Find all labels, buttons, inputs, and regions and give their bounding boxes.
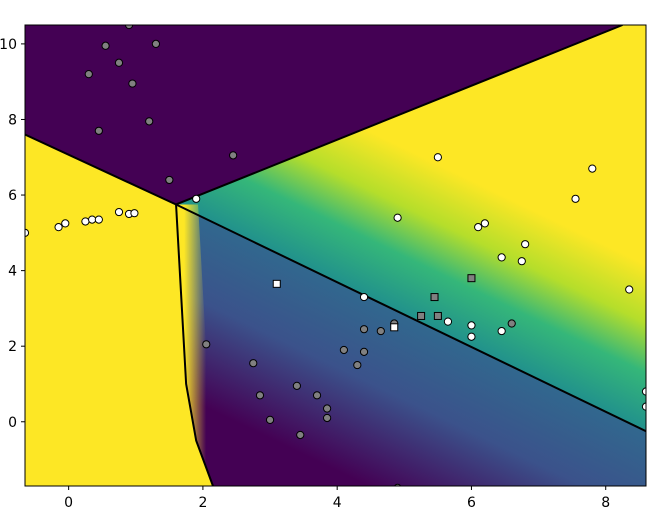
x-tick-label: 4 bbox=[333, 495, 342, 511]
x-axis: 0 2 4 6 8 bbox=[64, 486, 610, 511]
y-tick-label: 6 bbox=[8, 188, 17, 204]
circle-marker-gray bbox=[114, 58, 124, 67]
circle-marker-white bbox=[114, 207, 124, 217]
circle-marker-gray bbox=[359, 325, 369, 334]
circle-marker-white bbox=[588, 164, 597, 173]
square-marker-gray bbox=[430, 293, 439, 302]
x-tick-label: 0 bbox=[64, 495, 73, 511]
circle-marker-white bbox=[517, 257, 526, 266]
boundary-right-lower bbox=[175, 203, 646, 433]
circle-marker-gray bbox=[128, 79, 137, 88]
square-marker-gray bbox=[467, 274, 476, 283]
circle-marker-white bbox=[641, 402, 646, 411]
circle-marker-gray bbox=[339, 345, 348, 355]
circle-marker-white bbox=[54, 223, 63, 232]
circle-marker-white bbox=[359, 292, 369, 302]
boundary-left-upper bbox=[25, 133, 177, 206]
circle-marker-gray bbox=[165, 175, 174, 185]
boundary-left-lower bbox=[175, 204, 214, 486]
circle-marker-gray bbox=[312, 391, 322, 400]
circle-marker-white bbox=[61, 219, 70, 228]
plot-area bbox=[25, 25, 646, 486]
circle-marker-gray bbox=[265, 415, 275, 424]
decision-boundaries bbox=[25, 25, 646, 486]
circle-marker-white bbox=[497, 326, 506, 336]
circle-marker-white bbox=[474, 223, 483, 232]
y-axis: 0 2 4 6 8 10 bbox=[0, 37, 25, 431]
circle-marker-white bbox=[443, 317, 453, 326]
x-tick-label: 6 bbox=[467, 495, 476, 511]
circle-marker-gray bbox=[151, 39, 161, 48]
circle-marker-gray bbox=[296, 430, 305, 440]
circle-marker-gray bbox=[202, 340, 211, 349]
circle-marker-gray bbox=[249, 359, 258, 368]
y-tick-label: 0 bbox=[8, 415, 17, 431]
circle-marker-gray bbox=[94, 126, 103, 135]
circle-marker-gray bbox=[359, 347, 369, 356]
y-tick-label: 2 bbox=[8, 339, 17, 355]
y-tick-label: 4 bbox=[8, 264, 17, 280]
circle-marker-white bbox=[480, 219, 489, 228]
circle-marker-gray bbox=[292, 381, 301, 390]
scatter-points bbox=[25, 25, 646, 486]
circle-marker-white bbox=[88, 215, 97, 224]
circle-marker-gray bbox=[124, 25, 134, 30]
square-marker-gray bbox=[417, 311, 426, 320]
circle-marker-gray bbox=[323, 413, 332, 423]
region-lower bbox=[176, 204, 646, 486]
circle-marker-gray bbox=[229, 151, 238, 160]
circle-marker-gray bbox=[255, 391, 265, 400]
circle-marker-white bbox=[497, 253, 506, 262]
circle-marker-white bbox=[81, 217, 90, 226]
boundary-upper-right bbox=[175, 25, 623, 206]
circle-marker-gray bbox=[376, 326, 385, 336]
circle-marker-white bbox=[521, 240, 530, 249]
background-regions bbox=[25, 25, 646, 486]
circle-marker-gray bbox=[101, 41, 110, 50]
circle-marker-white bbox=[192, 194, 201, 203]
circle-marker-white bbox=[571, 194, 580, 203]
y-tick-label: 8 bbox=[8, 112, 17, 128]
circle-marker-white bbox=[625, 285, 634, 294]
circle-marker-white bbox=[641, 387, 646, 396]
circle-marker-gray bbox=[84, 70, 93, 79]
region-right bbox=[176, 25, 646, 432]
circle-marker-gray bbox=[353, 360, 362, 370]
y-tick-label: 10 bbox=[0, 37, 17, 53]
circle-marker-white bbox=[25, 228, 30, 237]
x-tick-label: 8 bbox=[601, 495, 610, 511]
circle-marker-gray bbox=[507, 319, 516, 328]
plot-frame bbox=[24, 24, 647, 487]
circle-marker-white bbox=[433, 153, 442, 162]
circle-marker-white bbox=[130, 209, 139, 218]
square-marker-gray bbox=[433, 311, 442, 320]
square-marker-white bbox=[390, 323, 399, 332]
circle-marker-white bbox=[94, 215, 103, 224]
circle-marker-gray bbox=[323, 404, 332, 413]
square-marker-white bbox=[272, 279, 281, 288]
circle-marker-white bbox=[467, 332, 476, 341]
circle-marker-white bbox=[393, 213, 402, 222]
circle-marker-gray bbox=[145, 117, 154, 126]
x-tick-label: 2 bbox=[198, 495, 207, 511]
circle-marker-gray bbox=[393, 483, 402, 486]
circle-marker-white bbox=[467, 321, 476, 330]
